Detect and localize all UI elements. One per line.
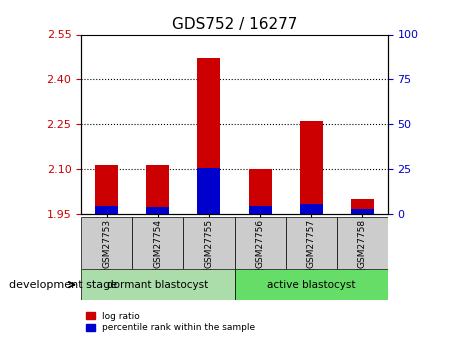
Text: GSM27757: GSM27757 (307, 219, 316, 268)
Bar (184, 217, 235, 269)
Text: GSM27753: GSM27753 (102, 219, 111, 268)
Bar (198, 58, 221, 214)
Text: development stage: development stage (9, 280, 117, 289)
Text: active blastocyst: active blastocyst (267, 280, 355, 289)
Title: GDS752 / 16277: GDS752 / 16277 (172, 17, 297, 32)
Bar (299, 204, 322, 214)
Bar (95, 206, 118, 214)
Bar (285, 217, 337, 269)
Bar (81, 269, 235, 300)
Legend: log ratio, percentile rank within the sample: log ratio, percentile rank within the sa… (86, 312, 255, 332)
Bar (351, 209, 374, 214)
Bar (337, 217, 388, 269)
Text: GSM27755: GSM27755 (204, 219, 213, 268)
Bar (249, 206, 272, 214)
Bar (235, 269, 388, 300)
Bar (299, 121, 322, 214)
Text: GSM27754: GSM27754 (153, 219, 162, 268)
Bar (249, 169, 272, 214)
Bar (351, 199, 374, 214)
Bar (198, 168, 221, 214)
Bar (235, 217, 285, 269)
Bar (95, 165, 118, 214)
Bar (146, 165, 170, 214)
Bar (81, 217, 132, 269)
Bar (132, 217, 184, 269)
Text: dormant blastocyst: dormant blastocyst (107, 280, 208, 289)
Text: GSM27756: GSM27756 (256, 219, 265, 268)
Text: GSM27758: GSM27758 (358, 219, 367, 268)
Bar (146, 207, 170, 214)
